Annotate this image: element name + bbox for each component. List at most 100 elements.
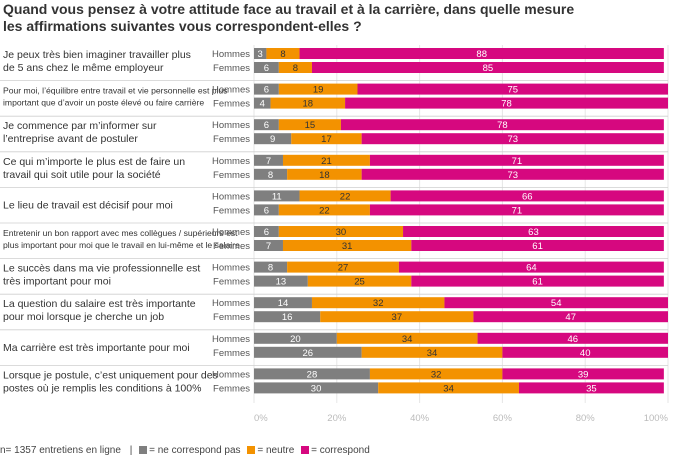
bar-value-label: 34 bbox=[402, 334, 413, 345]
group-label: Hommes bbox=[212, 227, 250, 238]
bar-neutre bbox=[287, 168, 362, 180]
bar-correspond bbox=[473, 311, 668, 323]
bar-value-label: 63 bbox=[528, 227, 539, 238]
bar-ne-correspond-pas bbox=[254, 275, 308, 287]
group-label: Femmes bbox=[213, 277, 250, 288]
bar-value-label: 30 bbox=[311, 383, 322, 394]
question-label: Entretenir un bon rapport avec mes collè… bbox=[3, 228, 238, 238]
group-label: Femmes bbox=[213, 170, 250, 181]
bar-value-label: 8 bbox=[268, 263, 273, 274]
bar-correspond bbox=[369, 154, 664, 166]
bar-value-label: 21 bbox=[321, 156, 332, 167]
bar-value-label: 88 bbox=[476, 49, 487, 60]
question-label: La question du salaire est très importan… bbox=[3, 298, 196, 310]
bar-value-label: 4 bbox=[260, 99, 265, 110]
group-label: Femmes bbox=[213, 134, 250, 145]
bar-ne-correspond-pas bbox=[254, 62, 279, 73]
bar-correspond bbox=[299, 48, 664, 59]
question-label: Je peux très bien imaginer travailler pl… bbox=[3, 49, 191, 61]
bar-ne-correspond-pas bbox=[254, 226, 279, 237]
bar-correspond bbox=[390, 190, 664, 202]
question-label: important que d’avoir un poste élevé ou … bbox=[3, 98, 204, 108]
bar-value-label: 19 bbox=[313, 85, 324, 96]
bar-value-label: 22 bbox=[340, 191, 351, 202]
question-label: Le succès dans ma vie professionnelle es… bbox=[3, 263, 200, 275]
bar-ne-correspond-pas bbox=[254, 48, 267, 59]
bar-neutre bbox=[278, 83, 358, 95]
bar-value-label: 16 bbox=[282, 312, 293, 323]
question-label: l’entreprise avant de postuler bbox=[3, 133, 138, 145]
bar-value-label: 18 bbox=[303, 99, 314, 110]
bar-correspond bbox=[444, 297, 668, 309]
question-label: très important pour moi bbox=[3, 276, 111, 288]
group-label: Hommes bbox=[212, 263, 250, 274]
bar-correspond bbox=[403, 226, 664, 237]
group-label: Hommes bbox=[212, 120, 250, 131]
bar-ne-correspond-pas bbox=[254, 190, 300, 202]
bar-value-label: 13 bbox=[276, 277, 287, 288]
bar-value-label: 20 bbox=[290, 334, 301, 345]
group-label: Hommes bbox=[212, 298, 250, 309]
legend-swatch bbox=[301, 446, 310, 454]
bar-correspond bbox=[340, 119, 664, 131]
group-label: Femmes bbox=[213, 241, 250, 252]
question-label: postes où je remplis les conditions à 10… bbox=[3, 382, 201, 394]
chart-footer: n= 1357 entretiens en ligne | = ne corre… bbox=[0, 444, 370, 457]
bar-value-label: 6 bbox=[264, 63, 269, 74]
bar-correspond bbox=[345, 97, 668, 109]
chart-title: Quand vous pensez à votre attitude face … bbox=[3, 1, 679, 35]
question-label: Ce qui m’importe le plus est de faire un bbox=[3, 156, 185, 168]
group-label: Hommes bbox=[212, 156, 250, 167]
group-label: Hommes bbox=[212, 49, 250, 60]
group-label: Hommes bbox=[212, 334, 250, 345]
bar-value-label: 8 bbox=[268, 170, 273, 181]
bar-ne-correspond-pas bbox=[254, 133, 292, 145]
bar-ne-correspond-pas bbox=[254, 204, 279, 216]
legend-label: = ne correspond pas bbox=[149, 445, 241, 456]
bar-neutre bbox=[299, 190, 391, 202]
question-label: de 5 ans chez le même employeur bbox=[3, 62, 164, 74]
bar-value-label: 85 bbox=[483, 63, 494, 74]
group-label: Femmes bbox=[213, 205, 250, 216]
x-tick-label: 0% bbox=[254, 413, 268, 424]
bar-value-label: 15 bbox=[305, 120, 316, 131]
bar-ne-correspond-pas bbox=[254, 311, 321, 323]
chart-title-line: Quand vous pensez à votre attitude face … bbox=[3, 1, 575, 17]
bar-value-label: 73 bbox=[507, 134, 518, 145]
bar-value-label: 32 bbox=[431, 369, 442, 380]
bar-value-label: 31 bbox=[342, 241, 353, 252]
legend-label: = correspond bbox=[311, 445, 370, 456]
bar-correspond bbox=[311, 62, 664, 73]
bar-value-label: 17 bbox=[321, 134, 332, 145]
bar-value-label: 40 bbox=[580, 348, 591, 359]
question-label: Le lieu de travail est décisif pour moi bbox=[3, 199, 173, 211]
footer-separator: | bbox=[129, 445, 133, 456]
bar-value-label: 22 bbox=[319, 205, 330, 216]
bar-neutre bbox=[278, 119, 341, 131]
legend-item-ne-correspond-pas: = ne correspond pas bbox=[135, 445, 243, 456]
question-label: Pour moi, l’équilibre entre travail et v… bbox=[3, 86, 228, 96]
bar-correspond bbox=[361, 133, 664, 145]
bar-neutre bbox=[278, 204, 370, 216]
bar-value-label: 27 bbox=[338, 263, 349, 274]
bar-ne-correspond-pas bbox=[254, 297, 312, 309]
sample-size-note: n= 1357 entretiens en ligne bbox=[0, 445, 121, 456]
bar-value-label: 28 bbox=[307, 369, 318, 380]
bar-ne-correspond-pas bbox=[254, 261, 288, 273]
bar-ne-correspond-pas bbox=[254, 168, 288, 180]
group-label: Femmes bbox=[213, 63, 250, 74]
bar-neutre bbox=[320, 311, 474, 323]
x-tick-label: 20% bbox=[327, 413, 347, 424]
bar-value-label: 61 bbox=[532, 241, 543, 252]
chart-title-line: les affirmations suivantes vous correspo… bbox=[3, 18, 362, 34]
bar-value-label: 61 bbox=[532, 277, 543, 288]
bar-correspond bbox=[357, 83, 668, 95]
bar-neutre bbox=[311, 297, 445, 309]
question-label: Je commence par m’informer sur bbox=[3, 120, 157, 132]
bar-neutre bbox=[361, 346, 503, 358]
bar-value-label: 3 bbox=[258, 49, 263, 60]
stacked-bar-chart: Je peux très bien imaginer travailler pl… bbox=[0, 45, 669, 424]
bar-value-label: 39 bbox=[578, 369, 589, 380]
bar-value-label: 35 bbox=[586, 383, 597, 394]
bar-value-label: 6 bbox=[264, 85, 269, 96]
